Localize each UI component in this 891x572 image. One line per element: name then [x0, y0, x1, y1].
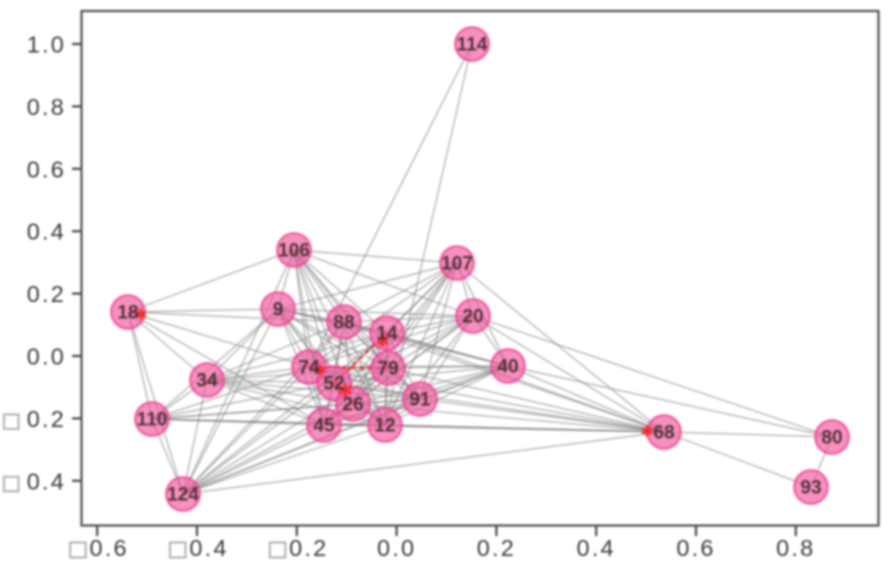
svg-text:26: 26	[342, 395, 363, 416]
svg-text:0.2: 0.2	[477, 535, 516, 561]
svg-text:0.8: 0.8	[776, 535, 815, 561]
svg-text:20: 20	[462, 307, 483, 328]
svg-text:106: 106	[278, 241, 310, 262]
svg-text:40: 40	[497, 357, 518, 378]
svg-text:0.0: 0.0	[377, 535, 416, 561]
svg-text:0.6: 0.6	[27, 156, 66, 182]
svg-text:34: 34	[196, 371, 218, 392]
svg-text:93: 93	[800, 478, 821, 499]
svg-text:74: 74	[298, 358, 320, 379]
svg-text:0.4: 0.4	[27, 468, 66, 494]
svg-text:52: 52	[323, 374, 344, 395]
svg-text:12: 12	[374, 416, 395, 437]
svg-text:91: 91	[409, 390, 431, 411]
svg-text:114: 114	[457, 35, 488, 56]
svg-text:79: 79	[377, 359, 398, 380]
svg-text:0.6: 0.6	[676, 535, 715, 561]
svg-text:0.2: 0.2	[27, 281, 66, 307]
svg-text:18: 18	[117, 303, 138, 324]
svg-text:88: 88	[333, 313, 354, 334]
svg-text:14: 14	[376, 324, 398, 345]
svg-text:0.2: 0.2	[27, 406, 66, 432]
svg-text:0.4: 0.4	[577, 535, 616, 561]
svg-text:0.4: 0.4	[189, 535, 228, 561]
svg-text:0.2: 0.2	[289, 535, 328, 561]
svg-text:9: 9	[273, 300, 284, 321]
svg-text:45: 45	[313, 416, 335, 437]
svg-text:0.0: 0.0	[27, 344, 66, 370]
svg-text:110: 110	[137, 410, 168, 431]
svg-text:68: 68	[653, 423, 674, 444]
svg-text:0.6: 0.6	[90, 535, 129, 561]
svg-text:0.8: 0.8	[27, 94, 66, 120]
svg-text:1.0: 1.0	[27, 32, 66, 58]
svg-text:124: 124	[167, 485, 199, 506]
svg-text:0.4: 0.4	[27, 219, 66, 245]
svg-text:80: 80	[821, 428, 842, 449]
svg-text:107: 107	[441, 254, 473, 275]
